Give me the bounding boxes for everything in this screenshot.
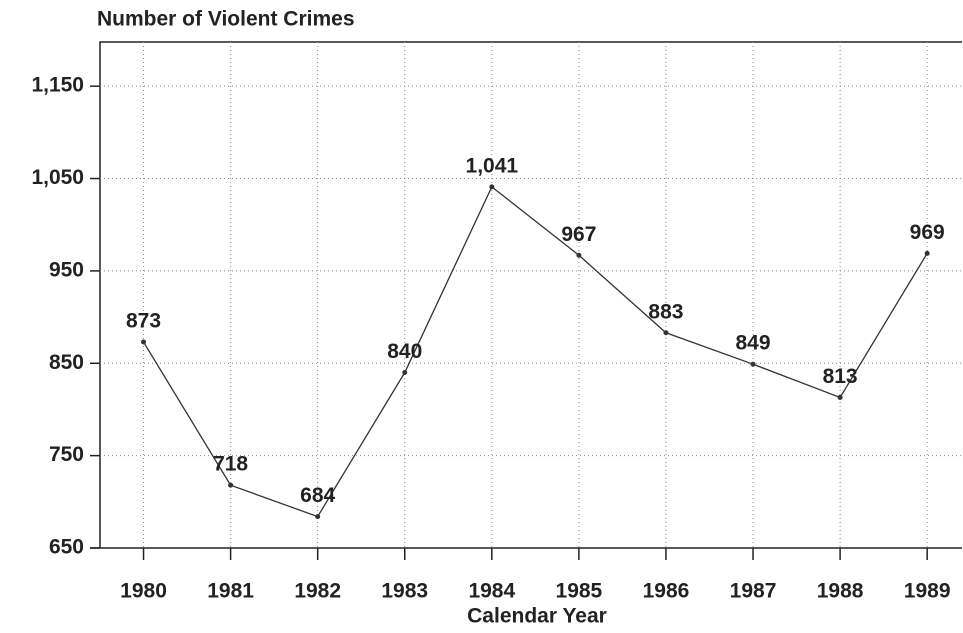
data-label: 684 (300, 484, 335, 507)
data-label: 873 (126, 310, 161, 333)
x-tick-label: 1989 (904, 580, 951, 603)
x-tick-label: 1988 (817, 580, 864, 603)
data-label: 718 (213, 453, 248, 476)
data-point (228, 482, 234, 488)
x-tick-label: 1985 (556, 580, 603, 603)
plot-frame (99, 41, 962, 548)
y-tick-label: 750 (49, 443, 84, 466)
x-tick-label: 1981 (207, 580, 254, 603)
data-label: 1,041 (466, 154, 519, 177)
data-point (750, 361, 756, 367)
y-tick-label: 950 (49, 258, 84, 281)
data-label: 969 (910, 221, 945, 244)
x-tick-label: 1982 (294, 580, 341, 603)
data-label: 813 (823, 365, 858, 388)
x-tick-label: 1987 (730, 580, 777, 603)
x-tick-label: 1984 (468, 580, 515, 603)
x-tick-label: 1983 (381, 580, 428, 603)
data-point (315, 514, 321, 520)
data-point (924, 250, 930, 256)
data-point (576, 252, 582, 258)
data-point (837, 394, 843, 400)
data-point (402, 370, 408, 376)
chart-title: Number of Violent Crimes (97, 8, 355, 31)
data-label: 883 (648, 300, 683, 323)
data-line (142, 185, 928, 518)
data-label: 840 (387, 340, 422, 363)
data-point (141, 339, 147, 345)
y-tick-label: 1,050 (31, 166, 84, 189)
data-point (489, 184, 495, 190)
y-tick-label: 850 (49, 351, 84, 374)
y-tick-label: 650 (49, 536, 84, 559)
x-tick-label: 1980 (120, 580, 167, 603)
x-axis-label: Calendar Year (467, 605, 607, 628)
data-label: 849 (736, 332, 771, 355)
data-label: 967 (561, 223, 596, 246)
y-tick-label: 1,150 (31, 74, 84, 97)
data-point (663, 330, 669, 336)
x-tick-label: 1986 (643, 580, 690, 603)
